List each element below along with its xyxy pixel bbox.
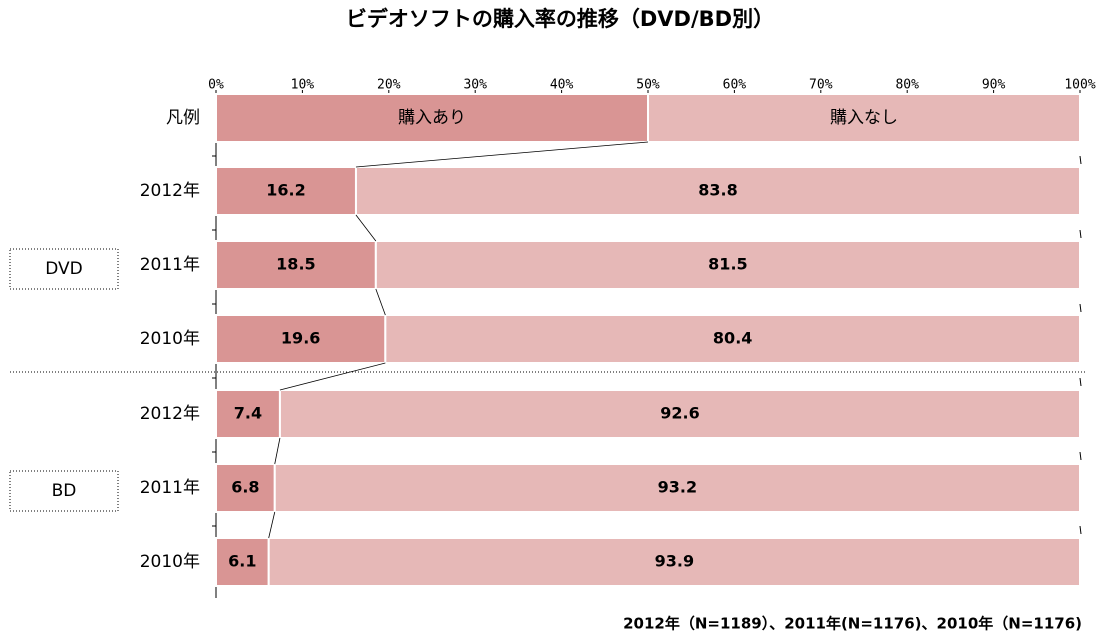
data-label: 18.5 (276, 255, 315, 274)
bar (273, 463, 1081, 513)
connector (355, 214, 377, 242)
connector (274, 437, 281, 465)
data-label: 6.8 (231, 478, 259, 497)
x-tick-label: 30% (463, 78, 487, 93)
x-tick-label: 60% (723, 78, 747, 93)
tick-mark (1079, 303, 1082, 313)
bar (278, 389, 1082, 439)
data-label: 93.2 (658, 478, 697, 497)
data-label: 83.8 (698, 181, 737, 200)
data-label: 92.6 (660, 404, 699, 423)
bar (374, 240, 1081, 290)
tick-mark (1079, 377, 1082, 387)
bar (215, 537, 270, 587)
y-tick-label: 2011年 (140, 478, 200, 498)
bar (215, 389, 281, 439)
legend-entry: 購入なし (830, 108, 898, 128)
tick-mark (1079, 525, 1082, 535)
y-tick-label: 2012年 (140, 181, 200, 201)
y-tick-label: 2010年 (140, 552, 200, 572)
connector (355, 141, 649, 168)
bar (354, 166, 1081, 216)
x-tick-label: 10% (291, 78, 315, 93)
y-tick-label: 2010年 (140, 329, 200, 349)
legend-swatch (647, 93, 1081, 143)
data-label: 81.5 (708, 255, 747, 274)
group-box (9, 470, 119, 512)
bar (215, 314, 387, 364)
tick-mark (1079, 155, 1082, 165)
chart-title: ビデオソフトの購入率の推移（DVD/BD別） (346, 7, 774, 31)
y-tick-label: 2012年 (140, 404, 200, 424)
data-label: 6.1 (228, 552, 256, 571)
x-tick-label: 90% (982, 78, 1006, 93)
group-label: DVD (45, 259, 83, 279)
connector (279, 362, 386, 391)
x-tick-label: 40% (550, 78, 574, 93)
data-label: 19.6 (281, 329, 320, 348)
x-tick-label: 80% (895, 78, 919, 93)
data-label: 16.2 (266, 181, 305, 200)
tick-mark (1079, 229, 1082, 239)
x-tick-label: 100% (1064, 78, 1095, 93)
x-tick-label: 50% (636, 78, 660, 93)
x-tick-label: 0% (208, 78, 224, 93)
group-box (9, 248, 119, 290)
data-label: 93.9 (655, 552, 694, 571)
tick-mark (1079, 451, 1082, 461)
connector (268, 511, 276, 539)
bar (267, 537, 1082, 587)
data-label: 7.4 (234, 404, 262, 423)
data-label: 80.4 (713, 329, 752, 348)
bar (384, 314, 1081, 364)
note: 2012年（N=1189）、2011年(N=1176)、2010年（N=1176… (623, 615, 1082, 633)
x-tick-label: 70% (809, 78, 833, 93)
legend-label: 凡例 (166, 108, 200, 128)
legend-entry: 購入あり (398, 108, 466, 128)
connector (375, 288, 386, 316)
y-tick-label: 2011年 (140, 255, 200, 275)
group-label: BD (52, 481, 77, 501)
x-tick-label: 20% (377, 78, 401, 93)
